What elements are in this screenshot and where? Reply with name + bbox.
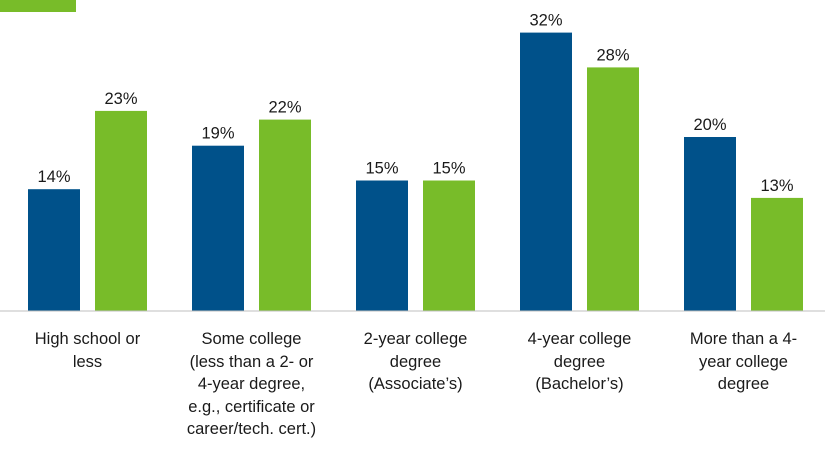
value-label-series2-cat3: 15% xyxy=(432,160,465,178)
bars-group xyxy=(28,32,803,312)
category-label-4: 4-year college degree (Bachelor’s) xyxy=(527,330,632,393)
category-label-3: 2-year college degree (Associate’s) xyxy=(363,330,468,393)
bar-series1-cat5 xyxy=(684,137,736,311)
value-label-series2-cat5: 13% xyxy=(760,177,793,195)
value-label-series1-cat3: 15% xyxy=(365,160,398,178)
value-label-series1-cat5: 20% xyxy=(693,116,726,134)
bar-series1-cat3 xyxy=(356,180,408,311)
value-label-series2-cat2: 22% xyxy=(268,99,301,117)
category-label-2: Some college (less than a 2- or 4-year d… xyxy=(186,330,317,438)
bar-series2-cat3 xyxy=(423,180,475,311)
bar-series2-cat1 xyxy=(95,110,147,312)
value-label-series2-cat1: 23% xyxy=(104,90,137,108)
value-label-series1-cat4: 32% xyxy=(529,12,562,30)
category-label-5: More than a 4- year college degree xyxy=(689,330,798,393)
legend-swatch-series-2 xyxy=(0,0,76,12)
bar-series1-cat4 xyxy=(520,32,572,311)
value-label-series1-cat1: 14% xyxy=(37,168,70,186)
value-label-series2-cat4: 28% xyxy=(596,46,629,64)
category-label-1: High school or less xyxy=(34,330,141,371)
bar-series2-cat5 xyxy=(751,197,803,311)
value-label-series1-cat2: 19% xyxy=(201,125,234,143)
bar-series1-cat2 xyxy=(192,145,244,311)
bar-series2-cat4 xyxy=(587,67,639,312)
value-labels-group: 14% 19% 15% 32% 20% 23% 22% 15% 28% 13% xyxy=(37,12,793,195)
bar-series2-cat2 xyxy=(259,119,311,311)
bar-series1-cat1 xyxy=(28,189,80,311)
